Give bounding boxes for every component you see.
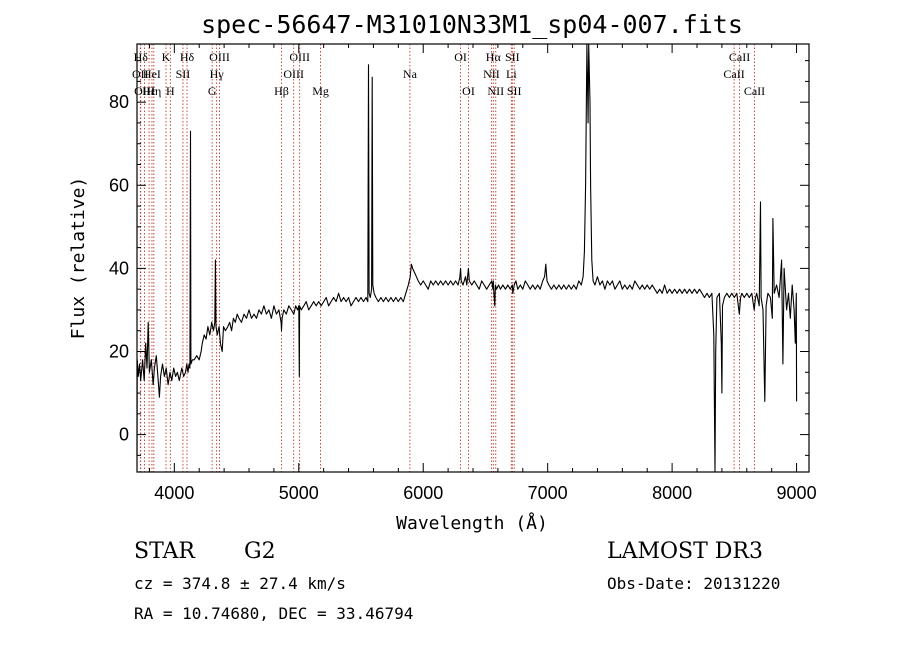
x-tick-label: 9000	[777, 483, 817, 503]
line-marker-label: OIII	[289, 50, 310, 64]
survey-name: LAMOST DR3	[607, 539, 763, 564]
spectrum-series-line	[136, 43, 798, 473]
line-marker-label: Hγ	[210, 67, 225, 81]
line-marker-label: Hδ	[134, 50, 149, 64]
x-tick-label: 4000	[154, 483, 194, 503]
line-marker-label: H	[166, 84, 175, 98]
line-marker-label: OI	[462, 84, 475, 98]
line-marker-label: HeI	[143, 67, 161, 81]
x-tick-label: 8000	[652, 483, 692, 503]
x-tick-label: 5000	[279, 483, 319, 503]
redshift-value: cz = 374.8 ± 27.4 km/s	[134, 574, 346, 593]
line-marker-label: Hα	[486, 50, 502, 64]
y-axis-ticks: 0 20 40 60 80	[109, 60, 809, 456]
line-marker-label: SII	[176, 67, 191, 81]
line-marker-label: G	[208, 84, 217, 98]
line-marker-label: OIII	[209, 50, 230, 64]
x-tick-label: 6000	[403, 483, 443, 503]
y-tick-label: 60	[109, 175, 129, 195]
line-marker-label: Hε	[142, 84, 156, 98]
x-axis-ticks: 4000 5000 6000 7000 8000 9000	[148, 44, 817, 503]
line-marker-label: OI	[454, 50, 467, 64]
line-marker-label: Hδ	[180, 50, 195, 64]
line-marker-label: NII	[487, 84, 504, 98]
x-tick-label: 7000	[528, 483, 568, 503]
line-marker-label: OIII	[283, 67, 304, 81]
y-tick-label: 40	[109, 258, 129, 278]
line-marker-label: OIII	[134, 84, 155, 98]
line-marker-label: SII	[507, 84, 522, 98]
line-marker-label: K	[162, 50, 171, 64]
emission-line-markers	[139, 44, 755, 472]
y-tick-label: 0	[119, 425, 129, 445]
line-marker-label: OII	[132, 67, 149, 81]
observation-date: Obs-Date: 20131220	[607, 574, 781, 593]
chart-title: spec-56647-M31010N33M1_sp04-007.fits	[201, 10, 743, 39]
line-marker-label: CaII	[723, 67, 744, 81]
line-marker-label: CaII	[729, 50, 750, 64]
plot-frame	[136, 43, 810, 473]
object-class: STAR	[134, 539, 195, 564]
line-marker-label: SII	[505, 50, 520, 64]
y-tick-label: 80	[109, 92, 129, 112]
line-marker-label: Mg	[312, 84, 329, 98]
object-subclass: G2	[244, 539, 276, 564]
line-marker-label: Na	[403, 67, 418, 81]
line-marker-label: Li	[506, 67, 517, 81]
line-marker-label: CaII	[744, 84, 765, 98]
line-marker-label: Hη	[146, 84, 161, 98]
x-axis-title: Wavelength (Å)	[396, 512, 548, 534]
y-tick-label: 20	[109, 341, 129, 361]
line-marker-label: NII	[483, 67, 500, 81]
coordinates: RA = 10.74680, DEC = 33.46794	[134, 604, 414, 623]
y-axis-title: Flux (relative)	[68, 177, 89, 340]
line-marker-label: Hβ	[274, 84, 289, 98]
